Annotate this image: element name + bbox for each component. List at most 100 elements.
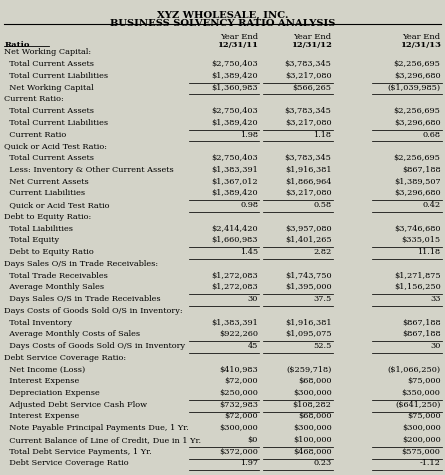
Text: $1,401,265: $1,401,265 — [285, 237, 332, 244]
Text: $867,188: $867,188 — [402, 330, 441, 338]
Text: Total Inventory: Total Inventory — [4, 319, 73, 326]
Text: $1,383,391: $1,383,391 — [211, 166, 258, 174]
Text: Interest Expense: Interest Expense — [4, 412, 80, 420]
Text: 12/31/13: 12/31/13 — [400, 41, 441, 49]
Text: Less: Inventory & Other Current Assets: Less: Inventory & Other Current Assets — [4, 166, 174, 174]
Text: $3,296,680: $3,296,680 — [394, 190, 441, 198]
Text: $3,783,345: $3,783,345 — [285, 107, 332, 115]
Text: 37.5: 37.5 — [313, 295, 332, 303]
Text: $566,265: $566,265 — [292, 84, 332, 92]
Text: $350,000: $350,000 — [402, 389, 441, 397]
Text: $2,256,695: $2,256,695 — [394, 154, 441, 162]
Text: $72,000: $72,000 — [224, 412, 258, 420]
Text: BUSINESS SOLVENCY RATIO ANALYSIS: BUSINESS SOLVENCY RATIO ANALYSIS — [110, 19, 335, 28]
Text: 1.98: 1.98 — [240, 131, 258, 139]
Text: $300,000: $300,000 — [402, 424, 441, 432]
Text: Days Sales O/S in Trade Receivables: Days Sales O/S in Trade Receivables — [4, 295, 161, 303]
Text: $1,367,012: $1,367,012 — [211, 178, 258, 186]
Text: Depreciation Expense: Depreciation Expense — [4, 389, 100, 397]
Text: $3,296,680: $3,296,680 — [394, 119, 441, 127]
Text: 1.18: 1.18 — [314, 131, 332, 139]
Text: $1,389,420: $1,389,420 — [211, 72, 258, 80]
Text: $922,260: $922,260 — [219, 330, 258, 338]
Text: Interest Expense: Interest Expense — [4, 377, 80, 385]
Text: Current Liabilities: Current Liabilities — [4, 190, 85, 198]
Text: $1,383,391: $1,383,391 — [211, 319, 258, 326]
Text: $3,957,080: $3,957,080 — [285, 225, 332, 233]
Text: $108,282: $108,282 — [293, 401, 332, 409]
Text: Total Current Assets: Total Current Assets — [4, 107, 94, 115]
Text: $3,217,080: $3,217,080 — [285, 72, 332, 80]
Text: Net Current Assets: Net Current Assets — [4, 178, 89, 186]
Text: $335,015: $335,015 — [401, 237, 441, 244]
Text: 1.97: 1.97 — [240, 459, 258, 467]
Text: -1.12: -1.12 — [420, 459, 441, 467]
Text: Total Current Assets: Total Current Assets — [4, 60, 94, 68]
Text: Total Debt Service Payments, 1 Yr.: Total Debt Service Payments, 1 Yr. — [4, 448, 152, 456]
Text: Debt Service Coverage Ratio: Debt Service Coverage Ratio — [4, 459, 129, 467]
Text: $3,217,080: $3,217,080 — [285, 190, 332, 198]
Text: $1,360,983: $1,360,983 — [211, 84, 258, 92]
Text: Days Costs of Goods Sold O/S in Inventory: Days Costs of Goods Sold O/S in Inventor… — [4, 342, 186, 350]
Text: 0.98: 0.98 — [240, 201, 258, 209]
Text: $1,660,983: $1,660,983 — [212, 237, 258, 244]
Text: Adjusted Debt Service Cash Flow: Adjusted Debt Service Cash Flow — [4, 401, 148, 409]
Text: Total Liabilities: Total Liabilities — [4, 225, 73, 233]
Text: Total Current Liabilities: Total Current Liabilities — [4, 119, 109, 127]
Text: $0: $0 — [248, 436, 258, 444]
Text: $2,750,403: $2,750,403 — [211, 154, 258, 162]
Text: Debt to Equity Ratio:: Debt to Equity Ratio: — [4, 213, 92, 221]
Text: 12/31/12: 12/31/12 — [291, 41, 332, 49]
Text: $1,156,250: $1,156,250 — [394, 283, 441, 291]
Text: $1,272,083: $1,272,083 — [211, 283, 258, 291]
Text: $68,000: $68,000 — [298, 412, 332, 420]
Text: Average Monthly Sales: Average Monthly Sales — [4, 283, 105, 291]
Text: 11.18: 11.18 — [417, 248, 441, 256]
Text: Year End: Year End — [293, 33, 332, 41]
Text: Current Ratio:: Current Ratio: — [4, 95, 64, 104]
Text: $200,000: $200,000 — [402, 436, 441, 444]
Text: 45: 45 — [248, 342, 258, 350]
Text: Net Working Capital: Net Working Capital — [4, 84, 94, 92]
Text: 52.5: 52.5 — [313, 342, 332, 350]
Text: 0.68: 0.68 — [423, 131, 441, 139]
Text: $3,217,080: $3,217,080 — [285, 119, 332, 127]
Text: $3,783,345: $3,783,345 — [285, 60, 332, 68]
Text: $1,916,381: $1,916,381 — [285, 319, 332, 326]
Text: $867,188: $867,188 — [402, 166, 441, 174]
Text: Quick or Acid Test Ratio: Quick or Acid Test Ratio — [4, 201, 110, 209]
Text: 0.58: 0.58 — [313, 201, 332, 209]
Text: 30: 30 — [248, 295, 258, 303]
Text: Quick or Acid Test Ratio:: Quick or Acid Test Ratio: — [4, 142, 107, 151]
Text: $250,000: $250,000 — [219, 389, 258, 397]
Text: Net Income (Loss): Net Income (Loss) — [4, 366, 86, 373]
Text: $867,188: $867,188 — [402, 319, 441, 326]
Text: 12/31/11: 12/31/11 — [217, 41, 258, 49]
Text: $575,000: $575,000 — [402, 448, 441, 456]
Text: Net Working Capital:: Net Working Capital: — [4, 48, 92, 57]
Text: Year End: Year End — [402, 33, 441, 41]
Text: 2.82: 2.82 — [313, 248, 332, 256]
Text: $300,000: $300,000 — [293, 389, 332, 397]
Text: $3,746,680: $3,746,680 — [394, 225, 441, 233]
Text: Debt Service Coverage Ratio:: Debt Service Coverage Ratio: — [4, 354, 126, 362]
Text: Days Costs of Goods Sold O/S in Inventory:: Days Costs of Goods Sold O/S in Inventor… — [4, 307, 183, 315]
Text: $1,095,075: $1,095,075 — [285, 330, 332, 338]
Text: $3,296,680: $3,296,680 — [394, 72, 441, 80]
Text: $300,000: $300,000 — [219, 424, 258, 432]
Text: Debt to Equity Ratio: Debt to Equity Ratio — [4, 248, 94, 256]
Text: ($259,718): ($259,718) — [286, 366, 332, 373]
Text: 33: 33 — [430, 295, 441, 303]
Text: $2,750,403: $2,750,403 — [211, 107, 258, 115]
Text: $100,000: $100,000 — [293, 436, 332, 444]
Text: Total Trade Receivables: Total Trade Receivables — [4, 272, 108, 280]
Text: Total Current Liabilities: Total Current Liabilities — [4, 72, 109, 80]
Text: $2,414,420: $2,414,420 — [211, 225, 258, 233]
Text: $1,389,420: $1,389,420 — [211, 119, 258, 127]
Text: $75,000: $75,000 — [407, 412, 441, 420]
Text: $410,983: $410,983 — [219, 366, 258, 373]
Text: XYZ WHOLESALE, INC.: XYZ WHOLESALE, INC. — [157, 11, 288, 20]
Text: $1,866,964: $1,866,964 — [285, 178, 332, 186]
Text: Average Monthly Costs of Sales: Average Monthly Costs of Sales — [4, 330, 141, 338]
Text: Total Current Assets: Total Current Assets — [4, 154, 94, 162]
